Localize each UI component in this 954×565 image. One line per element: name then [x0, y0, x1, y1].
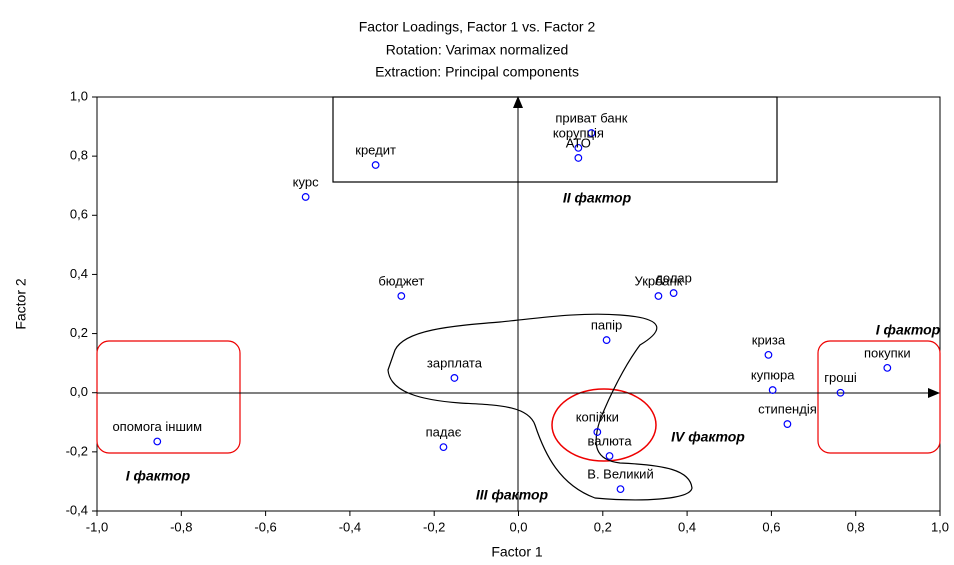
y-tick-label: -0,2 [66, 443, 88, 458]
group-box [817, 340, 941, 454]
chart-title: Factor Loadings, Factor 1 vs. Factor 2 [359, 19, 596, 35]
point [593, 428, 602, 436]
point-label: папір [591, 318, 622, 333]
point-label: Укрбанк [635, 273, 683, 288]
group-box [96, 340, 241, 454]
point-label: валюта [588, 433, 633, 448]
annotation: I фактор [876, 322, 941, 338]
point-label: АТО [566, 135, 591, 150]
y-tick-label: 0,4 [70, 266, 88, 281]
x-tick-label: -1,0 [86, 519, 108, 534]
point-label: криза [752, 332, 786, 347]
point-label: зарплата [427, 355, 483, 370]
point-label: В. Великий [587, 467, 653, 482]
y-tick-label: 0,6 [70, 207, 88, 222]
x-tick-label: 0,6 [762, 519, 780, 534]
group-box [332, 96, 778, 183]
x-tick-label: -0,6 [254, 519, 276, 534]
x-tick-label: -0,4 [339, 519, 361, 534]
x-tick-label: 0,2 [594, 519, 612, 534]
y-tick-label: 0,8 [70, 148, 88, 163]
point-label: курс [293, 174, 319, 189]
point [836, 388, 845, 397]
point-label: корупція [553, 125, 604, 140]
x-tick-label: -0,8 [170, 519, 192, 534]
chart-subtitle: Rotation: Varimax normalized [386, 42, 569, 58]
point [616, 485, 625, 494]
point [883, 363, 892, 372]
y-tick-label: 1,0 [70, 88, 88, 103]
point-label: приват банк [555, 111, 627, 126]
point [768, 386, 777, 394]
annotation: I фактор [126, 468, 191, 484]
axis-arrow [513, 96, 523, 108]
y-axis-label: Factor 2 [13, 278, 29, 330]
point [450, 374, 459, 382]
annotation: IV фактор [671, 429, 745, 445]
point [397, 292, 406, 300]
point [783, 420, 792, 428]
chart-subtitle: Extraction: Principal components [375, 64, 579, 80]
x-tick-label: -0,2 [423, 519, 445, 534]
annotation: III фактор [476, 487, 549, 503]
point [574, 154, 583, 162]
point-label: стипендія [758, 401, 817, 416]
point [654, 292, 663, 300]
point-label: падає [426, 425, 462, 440]
point-label: опомога іншим [112, 419, 202, 434]
x-tick-label: 0,0 [509, 519, 527, 534]
y-tick-label: 0,2 [70, 325, 88, 340]
point [669, 289, 678, 297]
point [587, 129, 596, 137]
point-label: покупки [864, 345, 911, 360]
point-label: кредит [355, 142, 396, 157]
point [602, 336, 611, 344]
axis-arrow [928, 388, 940, 398]
y-tick-label: -0,4 [66, 502, 88, 517]
group-ellipse [551, 388, 657, 462]
point [439, 443, 448, 452]
point [764, 350, 773, 359]
x-axis-label: Factor 1 [491, 544, 543, 560]
point [574, 143, 583, 152]
point-label: бюджет [378, 273, 424, 288]
x-tick-label: 1,0 [931, 519, 949, 534]
point [371, 161, 380, 169]
point-label: долар [655, 270, 692, 285]
y-tick-label: 0,0 [70, 384, 88, 399]
group-outline [387, 313, 693, 501]
point [605, 452, 614, 460]
x-tick-label: 0,8 [847, 519, 865, 534]
point-label: купюра [751, 367, 795, 382]
point [153, 437, 162, 446]
annotation: II фактор [563, 190, 632, 206]
point-label: копійки [576, 409, 619, 424]
point-label: гроші [824, 370, 857, 385]
point [301, 193, 310, 201]
x-tick-label: 0,4 [678, 519, 696, 534]
